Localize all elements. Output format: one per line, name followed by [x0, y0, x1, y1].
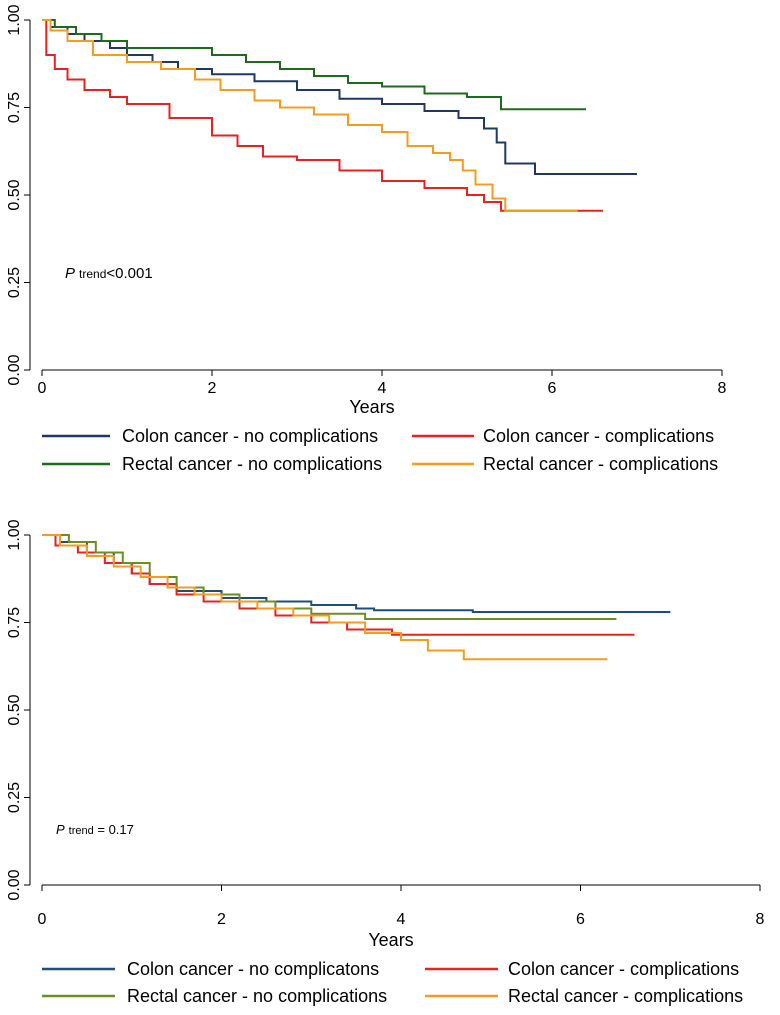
p-subscript: trend: [69, 825, 94, 837]
legend-label: Colon cancer - complications: [483, 426, 714, 446]
y-tick-label: 0.25: [6, 782, 23, 813]
y-tick-label: 0.50: [6, 179, 23, 210]
legend-item-4: Rectal cancer - complications: [412, 454, 718, 474]
y-tick-label: 0.75: [6, 92, 23, 123]
y-tick-label: 0.75: [6, 607, 23, 638]
legend-label: Rectal cancer - no complications: [127, 986, 387, 1006]
y-tick-label: 0.25: [6, 267, 23, 298]
chart-panel-2: 0.00 0.25 0.50 0.75 1.00 0 2 4 6 8 Years P trend = 0…: [6, 519, 765, 1006]
series-line-2: [42, 19, 603, 212]
legend-item-4: Rectal cancer - complications: [425, 986, 743, 1006]
y-tick-label: 1.00: [6, 519, 23, 550]
legend-label: Colon cancer - no complicatons: [127, 959, 379, 979]
p-symbol: P: [56, 822, 65, 837]
x-tick-label: 2: [217, 911, 226, 928]
legend-item-1: Colon cancer - no complications: [42, 426, 378, 446]
x-tick-label: 4: [378, 380, 387, 397]
p-subscript: trend: [79, 267, 106, 281]
legend: Colon cancer - no complicatons Colon canc…: [42, 959, 743, 1006]
y-tick-label: 0.00: [6, 869, 23, 900]
legend-item-3: Rectal cancer - no complications: [42, 986, 387, 1006]
x-tick-label: 4: [397, 911, 406, 928]
x-tick-label: 0: [38, 380, 47, 397]
legend-item-3: Rectal cancer - no complications: [42, 454, 382, 474]
p-value: = 0.17: [94, 822, 134, 837]
legend-label: Rectal cancer - complications: [508, 986, 743, 1006]
y-tick-label: 0.50: [6, 694, 23, 725]
x-tick-label: 8: [718, 380, 727, 397]
legend-label: Rectal cancer - complications: [483, 454, 718, 474]
legend-label: Colon cancer - complications: [508, 959, 739, 979]
legend-label: Colon cancer - no complications: [122, 426, 378, 446]
x-axis-title: Years: [349, 397, 394, 417]
legend-item-1: Colon cancer - no complicatons: [42, 959, 379, 979]
y-tick-label: 0.00: [6, 354, 23, 385]
y-tick-label: 1.00: [6, 4, 23, 35]
series-line-4: [42, 534, 608, 661]
series-line-1: [42, 19, 637, 175]
x-tick-label: 6: [548, 380, 557, 397]
x-tick-label: 8: [756, 911, 765, 928]
x-tick-label: 2: [208, 380, 217, 397]
legend-item-2: Colon cancer - complications: [425, 959, 739, 979]
series-line-4: [42, 19, 578, 212]
x-axis-title: Years: [368, 930, 413, 950]
legend: Colon cancer - no complications Colon can…: [42, 426, 718, 474]
series-line-3: [42, 19, 586, 111]
x-tick-label: 0: [38, 911, 47, 928]
legend-item-2: Colon cancer - complications: [412, 426, 714, 446]
series-line-3: [42, 534, 617, 620]
x-tick-label: 6: [576, 911, 585, 928]
p-value: <0.001: [106, 265, 152, 282]
p-symbol: P: [65, 265, 75, 282]
chart-panel-1: 0.00 0.25 0.50 0.75 1.00 0 2 4 6 8 Years P trend<0.0…: [6, 4, 727, 474]
legend-label: Rectal cancer - no complications: [122, 454, 382, 474]
